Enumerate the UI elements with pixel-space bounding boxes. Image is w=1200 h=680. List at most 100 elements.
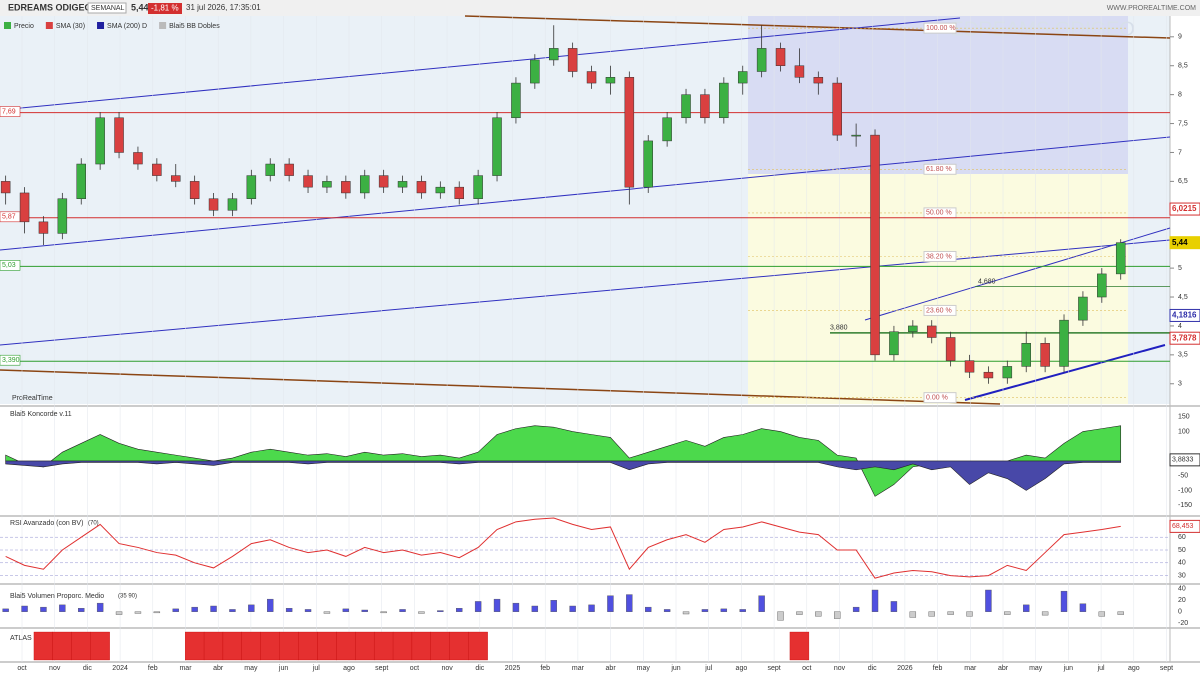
y-tick-label: 7,5 (1178, 120, 1188, 127)
candle-body (454, 186, 464, 199)
x-tick-label: feb (540, 665, 550, 672)
x-tick-label: abr (606, 665, 617, 672)
koncorde-blue (5, 460, 1122, 491)
price-label-box (1169, 331, 1200, 345)
volume-bar (607, 595, 614, 612)
volume-bar (1041, 611, 1049, 616)
y-tick-label: 30 (1178, 572, 1186, 579)
atlas-bar (33, 631, 54, 661)
volume-bar (985, 589, 992, 612)
candle-body (76, 163, 86, 199)
volume-bar (361, 609, 368, 612)
candle-body (813, 77, 824, 84)
value-box (1169, 453, 1200, 467)
atlas-bar (336, 631, 356, 661)
y-tick-label: -20 (1178, 620, 1188, 627)
volume-bar (191, 606, 198, 612)
candle-body (1078, 296, 1088, 321)
candle-body (1002, 366, 1013, 379)
level-label: 3,390 (2, 357, 20, 364)
x-tick-label: 2025 (505, 665, 521, 672)
volume-bar (834, 611, 841, 619)
trend-line (464, 15, 1171, 39)
candle-body (530, 59, 540, 84)
atlas-bar (392, 631, 413, 661)
volume-bar (1060, 590, 1068, 612)
panel-title: RSI Avanzado (con BV) (10, 520, 83, 527)
atlas-bar (468, 631, 488, 661)
candle-body (756, 48, 767, 72)
volume-bar (323, 611, 331, 614)
x-tick-label: dic (83, 665, 92, 672)
y-tick-label: 4 (1178, 323, 1182, 330)
level-label: 7,69 (2, 108, 16, 115)
volume-bar (569, 605, 576, 612)
price-label: 3,7878 (1172, 333, 1197, 342)
x-tick-label: abr (213, 665, 224, 672)
y-tick-label: 8,5 (1178, 63, 1188, 70)
volume-bar (777, 611, 784, 621)
x-tick-label: mar (572, 665, 585, 672)
fib-label: 61.80 % (926, 166, 952, 173)
volume-bar (871, 589, 879, 612)
candle-body (643, 140, 653, 188)
fib-label: 38.20 % (926, 253, 952, 260)
atlas-bar (279, 631, 299, 661)
x-tick-label: jun (1063, 665, 1073, 672)
volume-bar (456, 608, 463, 612)
volume-bar (153, 611, 161, 614)
period: SEMANAL (91, 5, 125, 12)
y-tick-label: 4,5 (1178, 294, 1188, 301)
symbol: EDREAMS ODIGEO (8, 2, 92, 12)
volume-bar (550, 600, 557, 612)
atlas-bar (71, 631, 91, 661)
candle-body (605, 77, 616, 84)
candle-body (548, 48, 559, 61)
x-tick-label: mar (179, 665, 192, 672)
atlas-bar (317, 631, 337, 661)
candle-body (926, 325, 937, 338)
header-bar (0, 0, 1200, 16)
price: 5,44 (131, 2, 149, 12)
candle-body (719, 82, 729, 119)
atlas-bar (203, 631, 224, 661)
atlas-bar (241, 631, 261, 661)
trend-line (0, 136, 1171, 251)
volume-bar (267, 598, 274, 612)
annotation: 3,880 (830, 325, 848, 332)
legend-entry: Precio (14, 23, 34, 30)
x-tick-label: jul (312, 665, 320, 672)
candle-body (832, 82, 842, 136)
candle-body (265, 163, 275, 176)
x-tick-label: nov (834, 665, 846, 672)
x-tick-label: 2026 (897, 665, 913, 672)
atlas-bar (222, 631, 243, 661)
candle-body (908, 325, 918, 332)
volume-bar (626, 594, 633, 612)
atlas-bar (789, 631, 810, 661)
y-tick-label: 100 (1178, 428, 1190, 435)
price-label: 5,44 (1172, 238, 1188, 247)
y-tick-label: -150 (1178, 502, 1192, 509)
candle-body (397, 181, 408, 188)
candle-body (662, 117, 672, 142)
y-tick-label: 20 (1178, 597, 1186, 604)
volume-bar (1004, 611, 1011, 615)
x-tick-label: sept (1160, 665, 1173, 672)
price-label-box (1169, 202, 1200, 216)
watermark: EDREAMS ODIGEO (951, 18, 1135, 40)
volume-bar (758, 595, 765, 612)
atlas-bar (298, 631, 318, 661)
volume-bar (59, 604, 66, 612)
candle-body (889, 331, 899, 356)
volume-bar (720, 608, 728, 612)
candle-body (189, 181, 200, 199)
candle-body (227, 198, 238, 211)
candle-body (208, 198, 219, 211)
candle-body (1021, 343, 1031, 367)
candle-body (378, 175, 389, 188)
candle-body (586, 71, 597, 84)
value-box (1169, 519, 1200, 533)
candle-body (416, 181, 427, 194)
atlas-bar (411, 631, 432, 661)
